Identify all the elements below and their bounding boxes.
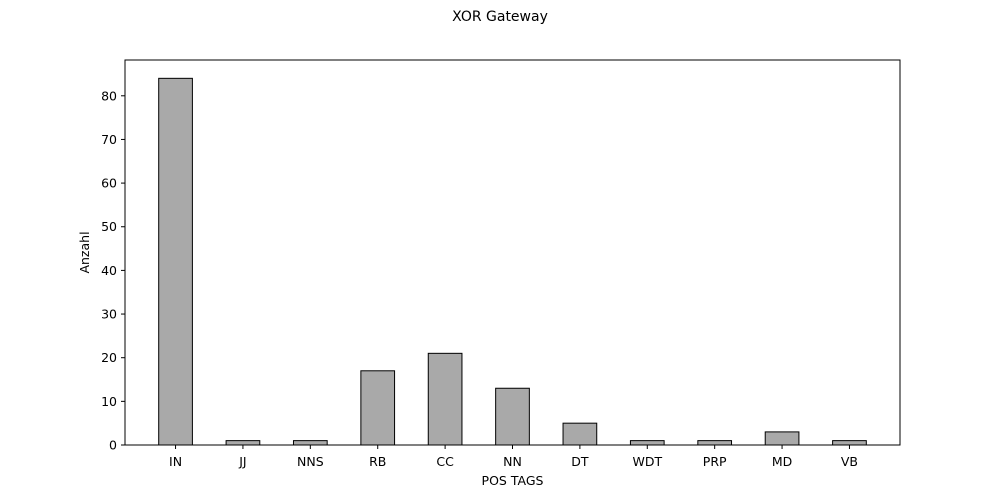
y-tick-label: 80	[101, 88, 117, 103]
bars-layer	[158, 77, 867, 446]
x-tick-label: IN	[169, 454, 182, 469]
bar-cc	[427, 352, 463, 446]
y-tick-label: 20	[101, 350, 117, 365]
x-tick-label: RB	[369, 454, 386, 469]
x-tick-label: PRP	[703, 454, 727, 469]
bar-dt	[562, 422, 598, 446]
bar-in	[158, 77, 193, 446]
y-tick-label: 0	[109, 438, 117, 453]
bar-prp	[697, 440, 733, 446]
bar-vb	[832, 440, 867, 446]
y-tick-label: 60	[101, 176, 117, 191]
bar-nns	[292, 440, 328, 446]
bar-jj	[225, 440, 261, 446]
x-tick-label: JJ	[238, 454, 246, 469]
y-tick-label: 10	[101, 394, 117, 409]
x-tick-label: VB	[841, 454, 858, 469]
x-tick-label: NN	[503, 454, 522, 469]
bar-nn	[495, 387, 530, 446]
y-tick-label: 50	[101, 219, 117, 234]
bar-wdt	[629, 440, 665, 446]
bar-rb	[360, 370, 396, 446]
plot-area-frame	[124, 59, 901, 446]
x-tick-label: WDT	[632, 454, 662, 469]
y-tick-label: 30	[101, 307, 117, 322]
y-tick-label: 70	[101, 132, 117, 147]
x-tick-label: MD	[772, 454, 792, 469]
y-tick-label: 40	[101, 263, 117, 278]
y-axis-label: Anzahl	[77, 231, 92, 273]
chart-title: XOR Gateway	[452, 9, 548, 25]
x-tick-label: CC	[436, 454, 454, 469]
x-tick-label: DT	[571, 454, 589, 469]
ticks-layer: IN JJ NNS RB CC NN DT WDT PRP MD VB 0 10 20 30 40 50 60 70…	[101, 88, 858, 469]
x-tick-label: NNS	[297, 454, 324, 469]
bar-md	[764, 431, 800, 446]
x-axis-label: POS TAGS	[482, 473, 544, 488]
